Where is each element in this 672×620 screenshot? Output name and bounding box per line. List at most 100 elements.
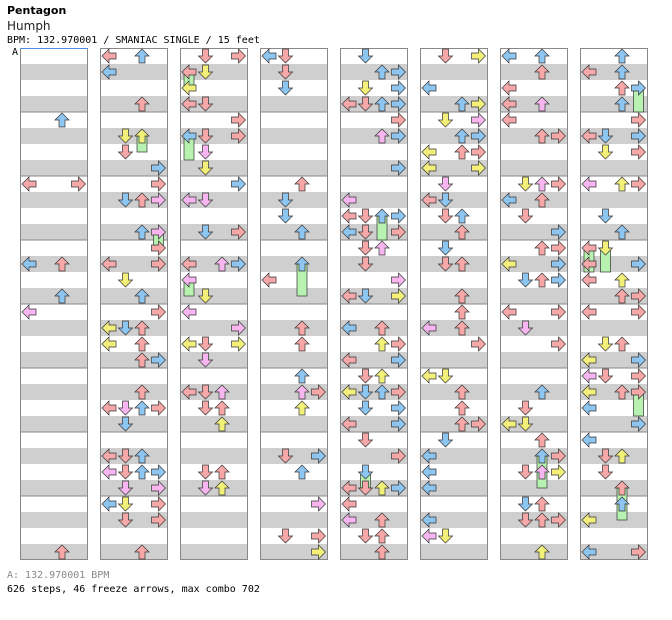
step-arrow-right [631,176,646,192]
step-arrow-up [614,480,630,496]
step-arrow-up [534,192,550,208]
step-arrow-down [197,48,214,64]
step-arrow-left [101,64,117,80]
step-arrow-right [391,384,406,400]
step-arrow-left [341,416,357,432]
step-arrow-down [597,336,614,352]
step-arrow-right [391,112,406,128]
step-arrow-down [437,48,454,64]
step-arrow-up [534,448,550,464]
step-arrow-up [454,416,470,432]
step-arrow-up [134,400,150,416]
step-arrow-down [277,64,294,80]
step-arrow-down [357,96,374,112]
step-arrow-up [294,176,310,192]
step-arrow-down [357,432,374,448]
step-arrow-down [517,320,534,336]
step-arrow-down [117,480,134,496]
step-arrow-down [197,400,214,416]
step-arrow-up [614,48,630,64]
step-arrow-up [214,384,230,400]
step-arrow-right [631,144,646,160]
chart-column [20,48,88,560]
step-arrow-up [534,176,550,192]
step-arrow-down [197,352,214,368]
step-arrow-down [597,128,614,144]
step-arrow-right [471,112,486,128]
step-arrow-right [471,336,486,352]
step-arrow-right [551,272,566,288]
step-arrow-down [517,272,534,288]
step-arrow-left [181,304,197,320]
step-arrow-up [374,240,390,256]
step-arrow-down [117,496,134,512]
step-arrow-left [101,448,117,464]
step-arrow-right [391,64,406,80]
step-arrow-up [54,544,70,560]
step-arrow-down [357,224,374,240]
step-arrow-right [631,80,646,96]
chart-column [580,48,648,560]
step-arrow-down [117,464,134,480]
step-arrow-left [181,384,197,400]
step-arrow-right [151,256,166,272]
step-arrow-down [517,208,534,224]
step-arrow-up [534,240,550,256]
step-arrow-up [214,400,230,416]
step-arrow-up [374,336,390,352]
step-arrow-right [391,224,406,240]
step-arrow-down [197,64,214,80]
step-arrow-down [277,448,294,464]
step-arrow-left [261,272,277,288]
step-arrow-right [391,80,406,96]
step-arrow-down [517,416,534,432]
step-arrow-left [421,320,437,336]
step-arrow-down [357,208,374,224]
step-arrow-up [534,496,550,512]
step-arrow-up [134,384,150,400]
step-arrow-down [517,512,534,528]
step-arrow-left [581,272,597,288]
step-arrow-down [117,144,134,160]
step-arrow-right [391,288,406,304]
step-arrow-up [134,48,150,64]
step-arrow-left [581,384,597,400]
step-arrow-down [357,384,374,400]
step-arrow-right [231,112,246,128]
step-arrow-down [357,80,374,96]
step-arrow-up [614,80,630,96]
step-arrow-right [551,224,566,240]
step-arrow-right [151,496,166,512]
step-arrow-up [614,64,630,80]
section-start-marker [20,48,88,49]
song-title: Humph [7,19,51,33]
step-arrow-down [277,208,294,224]
step-arrow-left [181,192,197,208]
step-arrow-left [101,48,117,64]
step-arrow-right [631,352,646,368]
step-arrow-right [551,256,566,272]
step-arrow-left [421,192,437,208]
step-arrow-down [437,192,454,208]
step-arrow-down [117,512,134,528]
step-arrow-down [357,400,374,416]
step-arrow-up [294,256,310,272]
step-arrow-down [117,320,134,336]
step-arrow-up [294,400,310,416]
step-arrow-up [134,224,150,240]
step-arrow-down [517,176,534,192]
step-arrow-down [357,528,374,544]
step-arrow-up [54,288,70,304]
step-arrow-right [631,384,646,400]
step-arrow-left [181,128,197,144]
step-arrow-left [501,80,517,96]
step-arrow-right [471,96,486,112]
step-arrow-up [374,128,390,144]
step-arrow-right [391,480,406,496]
step-arrow-up [294,320,310,336]
step-arrow-left [181,336,197,352]
step-arrow-down [117,416,134,432]
chart-info: BPM: 132.970001 / SMANIAC SINGLE / 15 fe… [7,35,260,46]
step-arrow-down [197,336,214,352]
step-arrow-up [454,304,470,320]
